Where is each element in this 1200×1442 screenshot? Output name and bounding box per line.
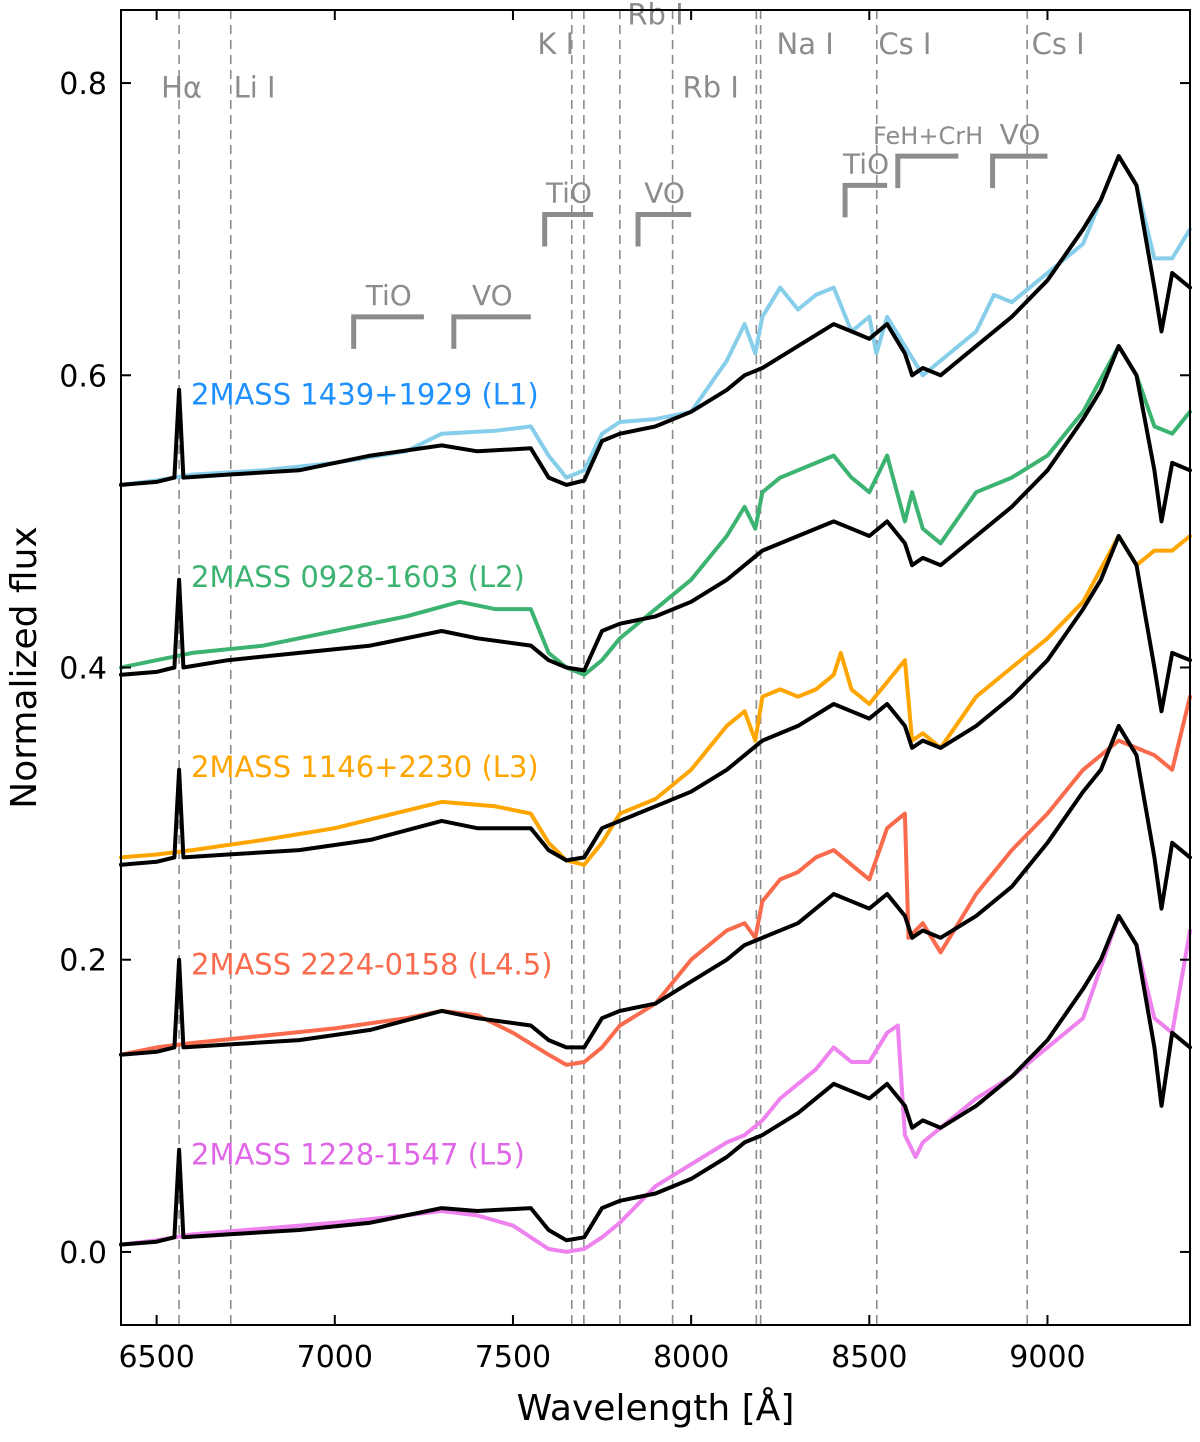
band-label-1: VO <box>472 279 513 312</box>
series-line-template-l5 <box>119 913 1192 1247</box>
band-bracket-4 <box>842 182 888 218</box>
series-line-template-l1 <box>119 154 1192 487</box>
feature-label-6: Cs I <box>878 27 931 61</box>
band-bracket-1 <box>451 314 531 349</box>
feature-label-7: Cs I <box>1032 27 1085 61</box>
band-label-0: TiO <box>365 279 412 312</box>
y-tick-label-2: 0.4 <box>59 652 107 687</box>
feature-label-1: Li I <box>234 71 276 105</box>
band-label-4: TiO <box>842 147 889 180</box>
x-tick-label-1: 7000 <box>297 1340 373 1375</box>
feature-label-0: Hα <box>161 71 202 105</box>
feature-label-5: Na I <box>777 27 834 61</box>
series-label-2: 2MASS 1146+2230 (L3) <box>191 750 539 784</box>
band-bracket-2 <box>542 212 594 247</box>
band-bracket-0 <box>351 314 424 349</box>
series-layer <box>119 154 1192 1254</box>
series-label-0: 2MASS 1439+1929 (L1) <box>191 378 539 412</box>
x-tick-label-0: 6500 <box>118 1340 194 1375</box>
series-line-template-l4-5 <box>119 723 1192 1057</box>
series-label-1: 2MASS 0928-1603 (L2) <box>191 560 525 594</box>
series-labels-layer: 2MASS 1439+1929 (L1) 2MASS 0928-1603 (L2)… <box>191 378 553 1172</box>
y-axis-title: Normalized flux <box>4 526 45 808</box>
series-line-template-l3 <box>119 534 1192 867</box>
feature-label-4: Rb I <box>683 71 739 105</box>
y-tick-label-0: 0.0 <box>59 1236 107 1271</box>
feature-lines-layer: Hα Li I K I Rb I Rb I Na I Cs I Cs I <box>161 0 1085 1325</box>
series-line-2mass-1146-2230-l3- <box>119 534 1192 867</box>
band-label-6: VO <box>1000 118 1041 151</box>
series-label-4: 2MASS 1228-1547 (L5) <box>191 1137 525 1171</box>
x-tick-label-2: 7500 <box>475 1340 551 1375</box>
series-line-2mass-0928-1603-l2- <box>119 344 1192 677</box>
y-tick-label-3: 0.6 <box>59 359 107 394</box>
band-bracket-3 <box>635 212 692 247</box>
series-line-template-l2 <box>119 344 1192 677</box>
series-label-3: 2MASS 2224-0158 (L4.5) <box>191 947 553 981</box>
band-label-2: TiO <box>545 177 592 210</box>
feature-label-2: K I <box>537 27 574 61</box>
x-tick-label-5: 9000 <box>1009 1340 1085 1375</box>
x-tick-label-4: 8500 <box>831 1340 907 1375</box>
band-bracket-5 <box>895 153 959 189</box>
x-tick-label-3: 8000 <box>653 1340 729 1375</box>
band-label-3: VO <box>644 177 685 210</box>
x-axis-title: Wavelength [Å] <box>517 1386 795 1429</box>
y-tick-label-1: 0.2 <box>59 944 107 979</box>
series-line-2mass-1439-1929-l1- <box>119 154 1192 487</box>
band-bracket-6 <box>990 153 1048 189</box>
axes-layer: 6500 7000 7500 8000 8500 9000 0.0 0.2 0.4 0.6 0.8 W… <box>4 9 1191 1429</box>
y-tick-label-4: 0.8 <box>59 67 107 102</box>
band-label-5: FeH+CrH <box>873 122 983 150</box>
feature-label-3: Rb I <box>627 0 683 32</box>
